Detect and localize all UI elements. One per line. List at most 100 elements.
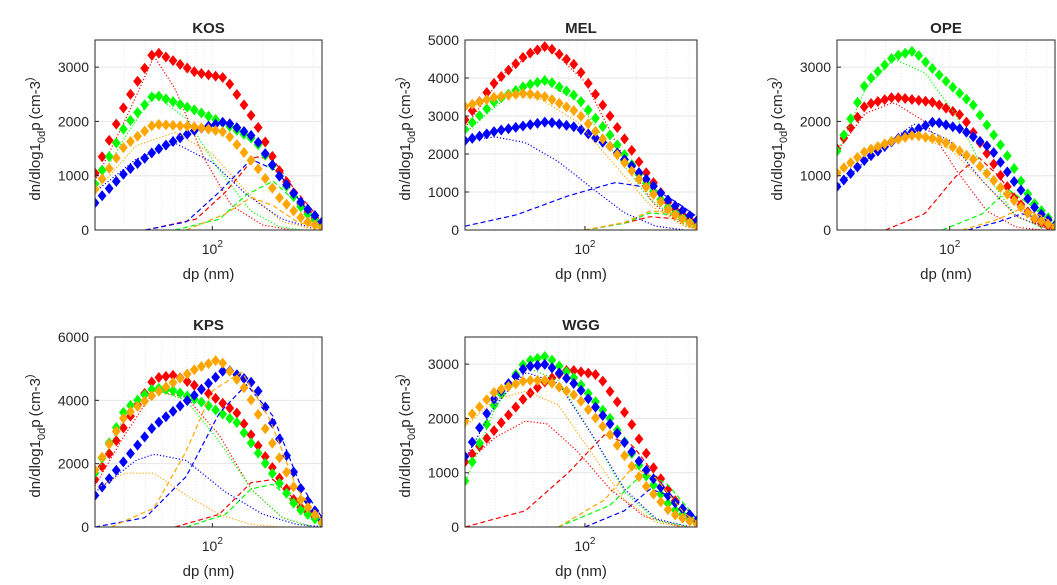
marker-green	[839, 129, 849, 141]
marker-green	[296, 504, 306, 516]
marker-orange	[893, 133, 903, 145]
marker-orange	[547, 377, 557, 389]
marker-red	[267, 461, 277, 473]
marker-red	[846, 122, 856, 134]
marker-blue	[1030, 201, 1039, 213]
axes-box	[94, 39, 323, 231]
marker-orange	[511, 378, 521, 390]
marker-orange	[533, 374, 542, 386]
marker-red	[859, 101, 869, 113]
marker-red	[533, 382, 542, 394]
marker-orange	[232, 139, 242, 151]
marker-red	[605, 110, 615, 122]
marker-blue	[612, 427, 622, 439]
marker-blue	[627, 446, 637, 458]
marker-orange	[562, 385, 571, 397]
marker-blue	[147, 147, 157, 159]
marker-red	[182, 62, 192, 74]
marker-orange	[475, 96, 484, 108]
marker-orange	[232, 374, 242, 386]
marker-blue	[218, 365, 228, 377]
marker-blue	[533, 117, 542, 129]
marker-orange	[907, 130, 917, 142]
marker-orange	[161, 381, 171, 393]
marker-green	[853, 96, 862, 108]
marker-blue	[583, 393, 593, 405]
marker-green	[914, 49, 924, 61]
marker-green	[168, 96, 178, 108]
marker-orange	[317, 222, 322, 230]
marker-orange	[620, 450, 629, 462]
panel-title: KPS	[193, 317, 224, 334]
y-tick-label: 2000	[58, 113, 89, 129]
marker-red	[634, 156, 644, 168]
marker-orange	[104, 438, 114, 450]
x-axis-label: dp (nm)	[555, 563, 607, 580]
marker-orange	[303, 216, 313, 228]
marker-red	[467, 448, 477, 460]
marker-green	[962, 93, 971, 105]
panel-wgg: 0 1000 2000 3000 102 WGG dp (nm) dn/dlog10dp (c…	[394, 317, 698, 580]
marker-blue	[475, 422, 484, 434]
marker-blue	[941, 119, 951, 131]
marker-green	[996, 139, 1005, 151]
marker-orange	[941, 137, 951, 149]
marker-blue	[260, 148, 270, 160]
marker-blue	[962, 126, 971, 138]
marker-blue	[853, 161, 862, 173]
mode2-line-orange	[186, 197, 322, 230]
marker-green	[955, 87, 965, 99]
marker-green	[147, 383, 157, 395]
marker-green	[168, 385, 178, 397]
marker-green	[118, 406, 128, 418]
marker-orange	[598, 420, 608, 432]
mode1-line-orange	[465, 390, 689, 527]
mode2-line-orange	[111, 371, 322, 527]
marker-green	[154, 90, 164, 102]
marker-green	[533, 76, 542, 88]
marker-red	[140, 62, 150, 74]
marker-blue	[685, 509, 695, 521]
marker-green	[475, 110, 484, 122]
y-tick-label: 2000	[58, 456, 89, 472]
marker-blue	[289, 187, 299, 199]
marker-red	[126, 88, 135, 100]
total-markers-orange	[465, 374, 697, 527]
marker-blue	[663, 490, 673, 502]
y-tick-label: 3000	[428, 356, 459, 372]
mode1-line-orange	[465, 94, 697, 230]
marker-blue	[569, 377, 579, 389]
marker-blue	[547, 362, 557, 374]
marker-blue	[591, 132, 600, 144]
marker-orange	[612, 439, 622, 451]
marker-red	[554, 48, 564, 60]
marker-blue	[303, 203, 313, 215]
marker-green	[907, 45, 917, 57]
y-tick-label: 3000	[58, 59, 89, 75]
marker-blue	[576, 384, 586, 396]
marker-red	[489, 425, 499, 437]
marker-blue	[1023, 193, 1033, 205]
marker-green	[246, 437, 256, 449]
marker-orange	[239, 146, 249, 158]
y-axis-label: dn/dlog10dp (cm-3)	[394, 77, 418, 200]
marker-orange	[598, 133, 608, 145]
marker-green	[569, 372, 579, 384]
marker-orange	[627, 460, 637, 472]
marker-blue	[562, 372, 571, 384]
marker-blue	[104, 183, 114, 195]
marker-orange	[168, 119, 178, 131]
marker-blue	[562, 119, 571, 131]
marker-blue	[95, 197, 100, 209]
mode1-line-blue	[95, 142, 314, 229]
marker-green	[211, 404, 220, 416]
marker-blue	[168, 405, 178, 417]
marker-blue	[948, 121, 958, 133]
marker-red	[189, 66, 199, 78]
marker-orange	[605, 140, 615, 152]
marker-orange	[289, 205, 299, 217]
marker-orange	[525, 88, 535, 100]
marker-blue	[204, 377, 213, 389]
marker-orange	[1036, 215, 1046, 227]
marker-green	[218, 408, 228, 420]
